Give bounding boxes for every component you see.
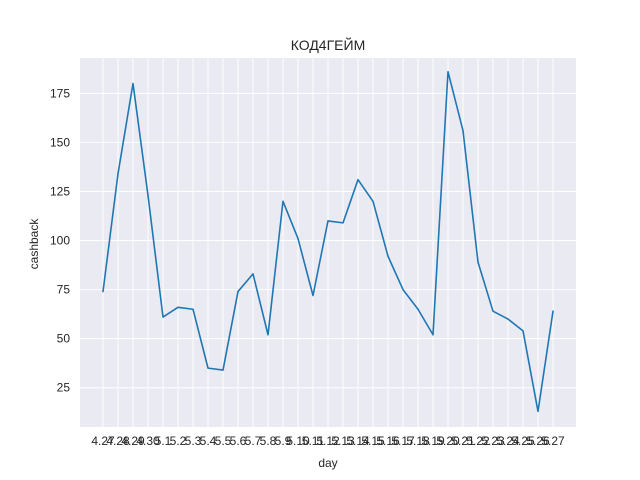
y-axis-label: cashback (27, 218, 41, 270)
x-tick-label: 5.19 (421, 434, 445, 448)
x-tick-label: 5.14 (346, 434, 370, 448)
x-tick-label: 5.27 (541, 434, 565, 448)
x-tick-label: 5.13 (331, 434, 355, 448)
series-layer (102, 70, 554, 413)
y-tick-label: 150 (50, 135, 70, 149)
x-tick-label: 5.22 (466, 434, 490, 448)
x-tick-label: 5.21 (451, 434, 475, 448)
x-tick-label: 5.7 (245, 434, 262, 448)
x-tick-label: 4.27 (91, 434, 115, 448)
y-tick-label: 175 (50, 86, 70, 100)
x-tick-label: 5.9 (275, 434, 292, 448)
chart-title: КОД4ГЕЙМ (291, 36, 366, 53)
x-tick-label: 5.11 (302, 434, 325, 448)
x-tick-label: 5.17 (391, 434, 415, 448)
grid-lines (80, 58, 576, 427)
x-tick-label: 5.4 (200, 434, 217, 448)
y-tick-label: 25 (57, 381, 71, 395)
x-axis-ticks: 4.274.284.294.305.15.25.35.45.55.65.75.8… (91, 434, 565, 448)
x-tick-label: 5.20 (436, 434, 460, 448)
x-tick-label: 5.10 (286, 434, 310, 448)
y-tick-label: 75 (57, 283, 71, 297)
x-tick-label: 4.30 (136, 434, 160, 448)
y-tick-label: 50 (57, 332, 71, 346)
x-tick-label: 5.2 (170, 434, 187, 448)
series-line (102, 70, 554, 413)
x-tick-label: 5.23 (481, 434, 505, 448)
x-tick-label: 4.28 (106, 434, 130, 448)
y-tick-label: 125 (50, 184, 70, 198)
x-tick-label: 5.12 (316, 434, 340, 448)
x-tick-label: 5.6 (230, 434, 247, 448)
x-tick-label: 5.15 (361, 434, 385, 448)
x-tick-label: 5.26 (526, 434, 550, 448)
x-tick-label: 5.24 (496, 434, 520, 448)
x-tick-label: 5.5 (215, 434, 232, 448)
x-tick-label: 4.29 (121, 434, 145, 448)
x-axis-label: day (318, 456, 337, 470)
x-tick-label: 5.3 (185, 434, 202, 448)
y-tick-label: 100 (50, 234, 70, 248)
x-tick-label: 5.8 (260, 434, 277, 448)
x-tick-label: 5.25 (511, 434, 535, 448)
x-tick-label: 5.16 (376, 434, 400, 448)
y-axis-ticks: 25 50 75 100 125 150 175 (50, 86, 70, 394)
x-tick-label: 5.18 (406, 434, 430, 448)
x-tick-label: 5.1 (155, 434, 172, 448)
